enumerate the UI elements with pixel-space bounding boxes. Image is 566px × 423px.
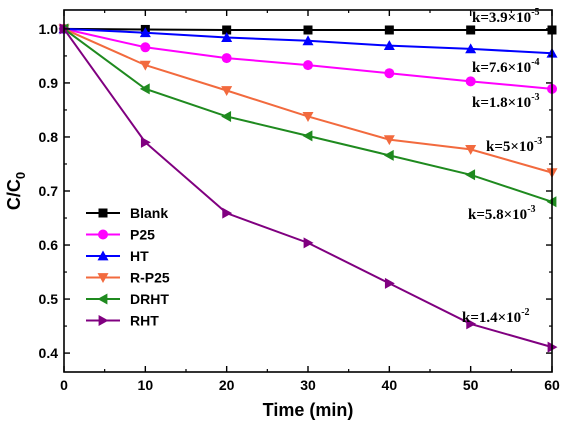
legend-marker (97, 273, 109, 283)
x-tick-label: 0 (60, 377, 68, 393)
rate-constant-base: k=5×10 (486, 139, 534, 155)
data-point-blank (466, 25, 476, 35)
rate-constant-base: k=3.9×10 (472, 10, 531, 26)
data-point-r-p25 (221, 86, 233, 97)
rate-constant-base: k=1.4×10 (462, 310, 521, 326)
data-point-p25 (384, 68, 395, 79)
legend-marker (97, 250, 109, 261)
rate-constant-annotations: k=3.9×10-5k=1.8×10-3k=7.6×10-4k=5×10-3k=… (462, 7, 542, 326)
data-point-blank (222, 25, 232, 35)
x-axis-title: Time (min) (263, 400, 354, 420)
data-point-p25 (140, 42, 151, 53)
data-point-p25 (221, 53, 232, 64)
data-point-drht (302, 130, 313, 142)
legend-label: P25 (130, 227, 155, 243)
y-tick-label: 0.9 (39, 75, 59, 91)
series-r-p25 (58, 24, 558, 179)
x-tick-label: 50 (463, 377, 479, 393)
axes: 0 10 20 30 40 50 60 0.4 0.5 0.6 0.7 0.8 0.9 1.0 Time (… (4, 9, 560, 420)
legend-item-ht: HT (86, 248, 149, 264)
data-point-rht (384, 277, 395, 289)
legend-item-r-p25: R-P25 (86, 270, 170, 286)
y-axis-title-subscript: 0 (13, 172, 28, 179)
legend-item-rht: RHT (86, 313, 159, 329)
legend: Blank P25 HT R-P25 DRHT RHT (86, 205, 170, 329)
rate-constant-exponent: -4 (531, 57, 539, 68)
data-point-r-p25 (465, 144, 477, 155)
data-point-drht (139, 83, 150, 95)
legend-label: R-P25 (130, 270, 170, 286)
y-tick-label: 0.5 (39, 291, 59, 307)
rate-constant-exponent: -2 (521, 307, 529, 318)
data-point-p25 (303, 60, 313, 71)
legend-label: Blank (130, 205, 168, 221)
y-tick-label: 0.7 (39, 183, 59, 199)
rate-constant-base: k=7.6×10 (472, 60, 531, 76)
data-point-rht (140, 136, 151, 148)
data-point-ht (383, 40, 395, 51)
y-axis-title-main: C/C (4, 179, 24, 210)
rate-constant-exponent: -3 (527, 204, 535, 215)
data-point-drht (221, 110, 232, 122)
rate-constant-drht: k=5.8×10-3 (468, 204, 536, 223)
legend-label: HT (130, 248, 149, 264)
data-point-r-p25 (302, 112, 314, 122)
legend-item-p25: P25 (86, 227, 155, 243)
rate-constant-ht: k=7.6×10-4 (472, 57, 540, 76)
data-point-ht (302, 35, 314, 46)
rate-constant-blank: k=3.9×10-5 (472, 7, 540, 26)
y-tick-label: 1.0 (39, 21, 59, 37)
data-point-rht (466, 318, 477, 330)
data-point-ht (465, 43, 477, 54)
y-axis-title: C/C0 (4, 172, 28, 210)
rate-constant-exponent: -3 (531, 92, 539, 103)
data-point-blank (384, 25, 394, 35)
rate-constant-exponent: -3 (534, 136, 542, 147)
legend-marker (98, 315, 109, 326)
x-tick-label: 60 (544, 377, 560, 393)
rate-constant-base: k=5.8×10 (468, 207, 527, 223)
data-point-r-p25 (383, 135, 395, 146)
data-point-drht (465, 169, 476, 181)
data-point-ht (139, 27, 151, 38)
x-tick-label: 40 (382, 377, 398, 393)
legend-marker (97, 293, 108, 305)
data-point-p25 (465, 76, 476, 87)
rate-constant-exponent: -5 (531, 7, 539, 18)
legend-label: DRHT (130, 291, 169, 307)
legend-marker (98, 229, 108, 240)
rate-constant-p25: k=1.8×10-3 (472, 92, 540, 111)
legend-label: RHT (130, 313, 159, 329)
data-point-drht (383, 149, 394, 161)
legend-marker (98, 208, 108, 218)
legend-item-blank: Blank (86, 205, 168, 221)
x-tick-label: 20 (219, 377, 235, 393)
data-point-ht (221, 32, 233, 42)
x-tick-label: 30 (300, 377, 316, 393)
data-point-rht (303, 237, 314, 249)
data-point-blank (303, 25, 313, 35)
rate-constant-r-p25: k=5×10-3 (486, 136, 542, 155)
rate-constant-base: k=1.8×10 (472, 95, 531, 111)
x-tick-label: 10 (138, 377, 154, 393)
plot-area (58, 23, 558, 353)
y-tick-label: 0.6 (39, 237, 59, 253)
rate-constant-rht: k=1.4×10-2 (462, 307, 530, 326)
y-tick-label: 0.8 (39, 129, 59, 145)
data-point-r-p25 (139, 60, 151, 71)
legend-item-drht: DRHT (86, 291, 169, 307)
y-tick-label: 0.4 (39, 345, 59, 361)
data-point-rht (222, 207, 233, 219)
